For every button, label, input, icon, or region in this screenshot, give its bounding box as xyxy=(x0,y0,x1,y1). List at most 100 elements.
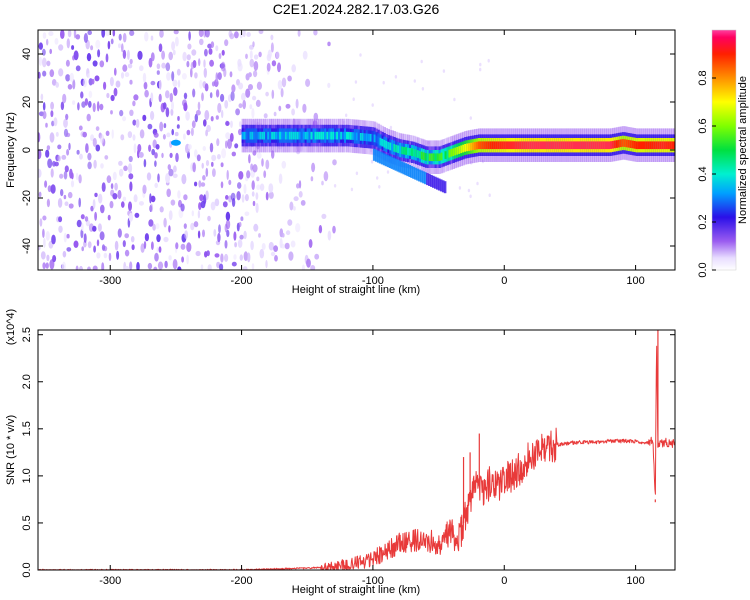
spectrogram-noise-cell-629 xyxy=(271,89,275,100)
spectrogram-noise-cell-235 xyxy=(128,201,132,211)
spectrogram-noise-cell-31 xyxy=(45,122,48,128)
spectrogram-noise-cell-337 xyxy=(168,255,172,261)
spectrogram-noise-cell-716 xyxy=(371,103,374,107)
spectrogram-noise-cell-475 xyxy=(215,115,219,120)
spectrogram-noise-cell-599 xyxy=(255,192,259,200)
spectrogram-noise-cell-191 xyxy=(107,40,111,50)
spectrogram-noise-cell-117 xyxy=(79,153,83,160)
spectrogram-noise-cell-105 xyxy=(75,172,79,181)
spectrogram-noise-cell-292 xyxy=(150,195,156,203)
spectrogram-noise-cell-143 xyxy=(88,90,93,98)
spectrogram-noise-cell-447 xyxy=(206,250,210,257)
spectrogram-ridge-cell-119 xyxy=(298,131,302,140)
spectrogram-noise-cell-321 xyxy=(158,79,162,90)
spectrogram-noise-cell-208 xyxy=(114,67,117,76)
spectrogram-noise-cell-159 xyxy=(92,60,98,67)
spectrogram-noise-cell-671 xyxy=(296,183,300,189)
spectrogram-ridge-cell-707 xyxy=(588,141,591,150)
spectrogram-noise-cell-585 xyxy=(251,180,255,191)
spectrogram-ridge-cell-75 xyxy=(277,131,280,140)
spectrogram-ridge-cell-239 xyxy=(357,132,361,141)
spectrogram-ridge-cell-427 xyxy=(450,149,453,157)
spectrogram-noise-cell-270 xyxy=(144,233,149,242)
spectrogram-noise-cell-73 xyxy=(63,170,68,180)
spectrogram-noise-cell-12 xyxy=(40,251,46,260)
spectrogram-ridge-cell-211 xyxy=(344,131,347,140)
spectrogram-noise-cell-39 xyxy=(50,168,54,178)
spectrogram-noise-cell-309 xyxy=(155,144,160,150)
spectrogram-ridge-cell-367 xyxy=(420,151,424,160)
spectrogram-noise-cell-421 xyxy=(199,194,204,202)
spectrogram-noise-cell-453 xyxy=(206,124,211,133)
spectrogram-ridge-cell-383 xyxy=(428,153,432,162)
spectrogram-ridge-cell-463 xyxy=(468,143,471,151)
spectrogram-ridge-cell-643 xyxy=(556,141,560,150)
spectrogram-noise-cell-322 xyxy=(161,62,166,69)
spectrogram-noise-cell-484 xyxy=(220,181,224,189)
spectrogram-noise-cell-183 xyxy=(103,252,108,259)
spectrogram-noise-cell-694 xyxy=(313,30,318,36)
spectrogram-ridge-cell-335 xyxy=(405,147,408,155)
spectrogram-noise-cell-624 xyxy=(270,251,276,257)
spectrogram-noise-cell-442 xyxy=(203,67,207,78)
spectrogram-ridge-cell-902 xyxy=(408,165,411,177)
spectrogram-noise-cell-338 xyxy=(168,225,171,233)
spectrogram-ridge-cell-884 xyxy=(372,148,376,161)
spectrogram-noise-cell-684 xyxy=(302,50,308,60)
spectrogram-noise-cell-718 xyxy=(355,171,359,176)
spectrogram-noise-cell-129 xyxy=(84,98,89,106)
spectrogram-noise-cell-62 xyxy=(57,155,61,162)
spectrogram-ridge-cell-571 xyxy=(521,141,524,150)
spectrogram-noise-cell-454 xyxy=(204,110,210,121)
bot-yticks-label-5: 2.5 xyxy=(21,327,33,342)
spectrogram-noise-cell-689 xyxy=(310,176,314,182)
spectrogram-noise-cell-284 xyxy=(148,144,152,152)
spectrogram-noise-cell-52 xyxy=(55,131,59,137)
spectrogram-noise-cell-545 xyxy=(238,128,242,136)
spectrogram-noise-cell-265 xyxy=(137,144,142,153)
spectrogram-noise-cell-364 xyxy=(177,266,182,270)
spectrogram-noise-cell-47 xyxy=(49,48,52,55)
spectrogram-noise-cell-53 xyxy=(53,117,58,127)
spectrogram-noise-cell-50 xyxy=(54,161,59,167)
spectrogram-noise-cell-54 xyxy=(55,82,59,88)
spectrogram-noise-cell-369 xyxy=(174,131,179,137)
spectrogram-noise-cell-7 xyxy=(40,93,44,101)
spectrogram-noise-cell-11 xyxy=(42,262,46,270)
spectrogram-noise-cell-630 xyxy=(267,49,272,59)
spectrogram-noise-cell-352 xyxy=(170,199,176,206)
spectrogram-ridge-cell-471 xyxy=(472,142,475,151)
spectrogram-noise-cell-55 xyxy=(54,38,59,45)
spectrogram-noise-cell-692 xyxy=(314,253,320,260)
spectrogram-ridge-cell-803 xyxy=(635,141,639,150)
spectrogram-ridge-cell-887 xyxy=(378,151,382,164)
spectrogram-ridge-cell-687 xyxy=(578,141,582,150)
spectrogram-noise-cell-315 xyxy=(158,246,162,253)
spectrogram-ridge-cell-539 xyxy=(505,141,509,150)
spectrogram-noise-cell-317 xyxy=(161,152,164,159)
spectrogram-ridge-cell-263 xyxy=(369,133,373,142)
spectrogram-noise-cell-19 xyxy=(42,70,47,77)
spectrogram-noise-cell-660 xyxy=(287,75,292,82)
spectrogram-noise-cell-119 xyxy=(78,125,83,131)
spectrogram-noise-cell-505 xyxy=(224,39,229,47)
spectrogram-noise-cell-259 xyxy=(133,143,137,154)
spectrogram-noise-cell-411 xyxy=(191,120,196,129)
spectrogram-noise-cell-354 xyxy=(173,165,177,173)
spectrogram-noise-cell-373 xyxy=(176,68,181,76)
spectrogram-ridge-cell-215 xyxy=(346,131,349,140)
spectrogram-ridge-cell-551 xyxy=(511,141,515,150)
spectrogram-noise-cell-609 xyxy=(261,243,266,250)
spectrogram-noise-cell-320 xyxy=(158,93,162,103)
spectrogram-ridge-cell-135 xyxy=(306,131,310,140)
spectrogram-noise-cell-487 xyxy=(221,109,224,119)
spectrogram-noise-cell-213 xyxy=(118,160,123,166)
spectrogram-noise-cell-243 xyxy=(130,236,135,243)
spectrogram-ridge-cell-363 xyxy=(418,151,422,159)
spectrogram-ridge-cell-595 xyxy=(533,141,536,150)
spectrogram-ridge-cell-543 xyxy=(507,141,511,150)
bot-xticks-label-3: 0 xyxy=(501,575,507,587)
spectrogram-ridge-cell-555 xyxy=(513,141,517,150)
